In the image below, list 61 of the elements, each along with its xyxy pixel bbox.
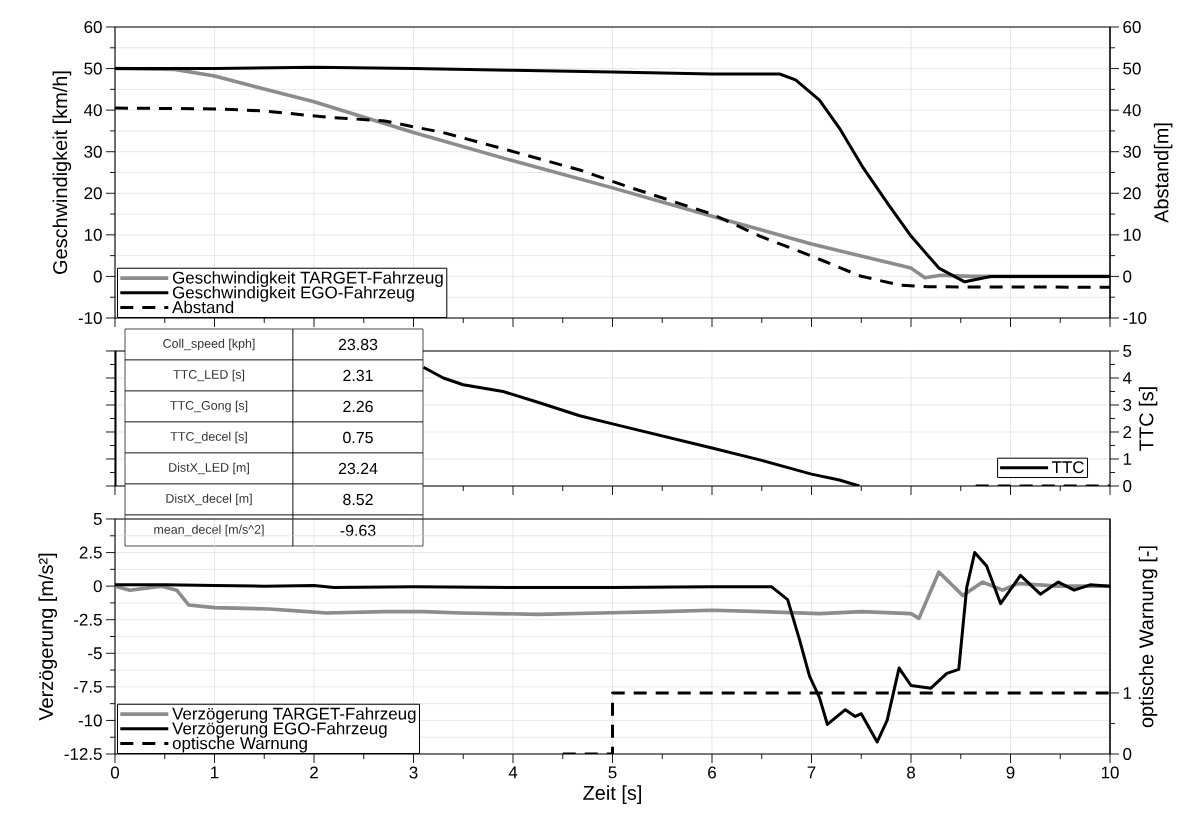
legend-label: TTC: [1051, 461, 1084, 474]
y-tick-label: 4: [1122, 372, 1132, 384]
line-series: [115, 570, 1111, 621]
y-tick-label: -12.5: [64, 748, 102, 760]
y-tick-label: 5: [93, 513, 102, 525]
x-tick-label: 4: [508, 766, 518, 779]
annotation: 23.24: [338, 462, 378, 475]
x-tick-label: 1: [211, 766, 219, 779]
y-tick-label: 30: [84, 145, 102, 158]
y-tick-label: 40: [84, 104, 102, 117]
y-tick-label: 3: [1123, 399, 1132, 411]
legend-label: Geschwindigkeit TARGET-Fahrzeug: [172, 271, 443, 288]
x-tick-label: 9: [1006, 766, 1015, 779]
annotation: -9.63: [340, 524, 376, 537]
y-axis-title: TTC [s]: [1138, 387, 1158, 451]
legend-label: Verzögerung TARGET-Fahrzeug: [172, 707, 416, 724]
text: 8.52: [343, 493, 373, 506]
annotation: 2.31: [343, 369, 373, 382]
legend-label: Verzögerung EGO-Fahrzeug: [172, 721, 387, 738]
annotation: TTC_LED [s]: [173, 369, 245, 382]
y-tick-label: 60: [84, 21, 102, 33]
legend-label: Geschwindigkeit EGO-Fahrzeug: [172, 285, 414, 302]
x-tick-label: 5: [608, 766, 617, 779]
annotation: TTC_decel [s]: [170, 431, 247, 444]
y-tick-label: 0: [93, 270, 102, 283]
y-tick-label: -7.5: [74, 680, 102, 693]
x-tick-label: 2: [310, 766, 318, 779]
y2-axis-title: Abstand[m]: [1153, 123, 1173, 223]
annotation: mean_decel [m/s^2]: [154, 524, 264, 537]
y-axis-title: Geschwindigkeit [km/h]: [52, 71, 72, 274]
annotation: DistX_LED [m]: [169, 462, 249, 475]
x-tick-label: 10: [1101, 766, 1119, 779]
annotation: 2.26: [343, 400, 373, 413]
x-axis-title: Zeit [s]: [583, 785, 641, 804]
legend-label: Abstand: [172, 300, 234, 314]
text: DistX_decel [m]: [166, 493, 252, 506]
x-tick-label: 8: [907, 766, 915, 779]
y-tick-label: -2.5: [74, 613, 102, 626]
y-tick-label: 1: [1123, 453, 1132, 465]
y-tick-label: 0: [93, 580, 102, 593]
y-tick-label: 2.5: [79, 546, 102, 559]
x-tick-label: 7: [807, 766, 816, 779]
annotation: TTC_Gong [s]: [170, 400, 248, 413]
annotation: 0.75: [343, 431, 373, 444]
y-tick-label: 5: [1123, 345, 1132, 357]
x-tick-label: 3: [409, 766, 418, 779]
y-tick-label: -5: [88, 647, 102, 660]
y-tick-label: 10: [84, 228, 102, 241]
text: Coll_speed [kph]: [163, 338, 255, 351]
y-tick-label: 20: [84, 187, 102, 200]
legend-label: optische Warnung: [172, 736, 307, 753]
y-tick-label: 50: [84, 62, 102, 75]
y-tick-label: -10: [78, 714, 102, 727]
y-axis-title: Verzögerung [m/s²]: [38, 553, 58, 721]
y-tick-label: 2: [1123, 426, 1132, 438]
y-tick-label: -10: [78, 312, 102, 324]
x-tick-label: 0: [110, 766, 120, 779]
text: 23.83: [338, 338, 378, 351]
x-tick-label: 6: [708, 766, 716, 779]
y-tick-label: 0: [1123, 480, 1132, 492]
y2-axis-title: optische Warnung [-]: [1138, 546, 1158, 728]
